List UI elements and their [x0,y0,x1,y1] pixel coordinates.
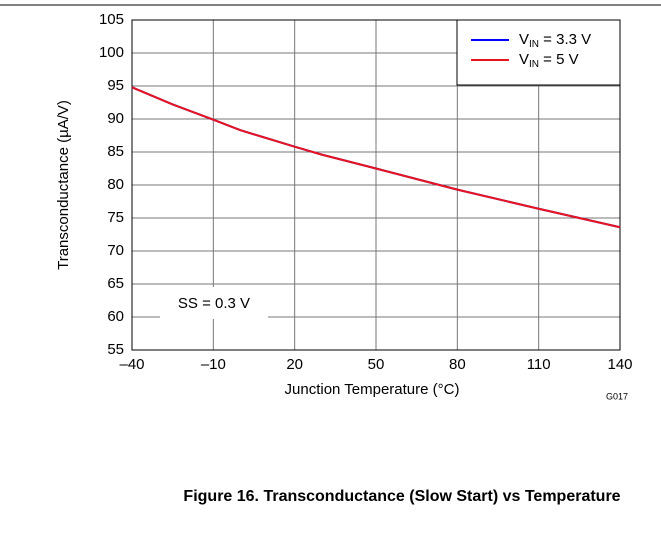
legend-label-part: = 5 V [539,51,579,68]
y-axis-label: Transconductance (µA/V) [55,100,72,270]
x-tick-label: 80 [449,356,466,373]
legend-label-part: = 3.3 V [539,31,591,48]
legend-label-sub: IN [529,39,539,50]
x-tick-label: –10 [201,356,226,373]
y-tick-label: 60 [107,308,124,325]
legend-label: VIN = 5 V [519,51,579,70]
y-tick-label: 70 [107,242,124,259]
legend-label-part: V [519,31,529,48]
x-tick-label: 110 [527,356,551,373]
annotation: SS = 0.3 V [178,295,250,312]
legend-label: VIN = 3.3 V [519,31,591,50]
x-axis-label: Junction Temperature (°C) [285,381,460,398]
x-tick-label: 20 [286,356,303,373]
caption: Figure 16. Transconductance (Slow Start)… [183,488,620,505]
x-tick-label: 50 [368,356,385,373]
annotation-box [160,287,268,319]
series-line [131,86,621,229]
figure-id: G017 [606,391,628,401]
legend-label-part: V [519,51,529,68]
y-tick-label: 90 [107,110,124,127]
y-tick-label: 100 [99,44,124,61]
y-tick-label: 85 [107,143,124,160]
legend-label-sub: IN [529,59,539,70]
y-tick-label: 105 [99,11,124,28]
y-tick-label: 95 [107,77,124,94]
y-tick-label: 80 [107,176,124,193]
y-tick-label: 65 [107,275,124,292]
x-tick-label: –40 [119,356,144,373]
y-tick-label: 55 [107,341,124,358]
legend-box [456,19,621,86]
plot-frame [131,19,621,351]
y-tick-label: 75 [107,209,124,226]
x-tick-label: 140 [607,356,632,373]
